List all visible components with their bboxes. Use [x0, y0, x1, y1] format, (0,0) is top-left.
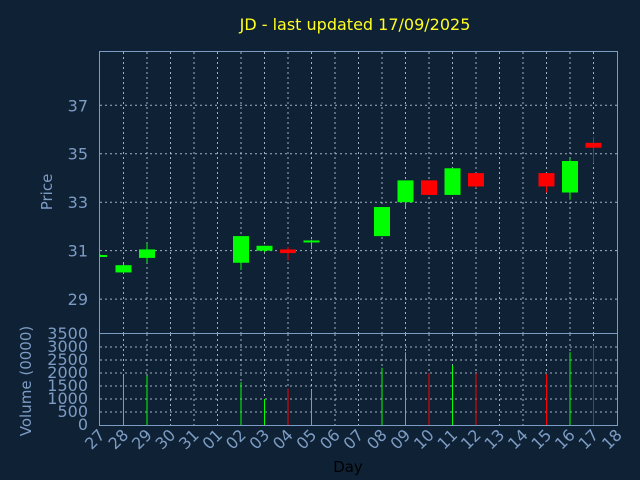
volume-grid: [100, 334, 617, 425]
price-axis-ticks: 29 31 33 35 37: [68, 96, 88, 309]
candle-body: [115, 265, 132, 273]
candle-body: [585, 142, 602, 148]
volume-tick-label: 500: [57, 402, 88, 421]
volume-panel-frame: [99, 333, 618, 426]
candles-layer: [99, 136, 602, 274]
candle-body: [280, 249, 296, 254]
candle-body: [397, 180, 414, 203]
price-tick-label: 31: [68, 242, 88, 261]
volume-bars-layer: [123, 344, 594, 425]
day-axis-label: Day: [333, 458, 363, 476]
price-tick-label: 35: [68, 145, 88, 164]
candle-body: [538, 173, 555, 187]
candle-body: [256, 245, 273, 251]
price-grid: [100, 52, 617, 333]
candle-body: [468, 173, 484, 187]
price-tick-label: 29: [68, 290, 88, 309]
candle-body: [444, 168, 461, 195]
day-tick-label: 18: [598, 425, 626, 453]
candle-body: [303, 240, 320, 243]
candle-body: [374, 207, 390, 237]
candle-body: [421, 180, 437, 195]
volume-tick-label: 0: [78, 415, 88, 434]
candle-body: [139, 249, 155, 258]
price-axis-label: Price: [38, 174, 56, 211]
volume-tick-label: 3000: [47, 337, 88, 356]
volume-tick-label: 1000: [47, 389, 88, 408]
volume-tick-label: 3500: [47, 324, 88, 343]
day-axis-ticks: 2728293031010203040506070809101112131415…: [81, 425, 626, 453]
price-tick-label: 37: [68, 96, 88, 115]
volume-tick-label: 1500: [47, 376, 88, 395]
candle-body: [233, 236, 249, 263]
volume-axis-label: Volume (0000): [17, 326, 35, 436]
volume-tick-label: 2000: [47, 363, 88, 382]
candle-body: [562, 161, 578, 193]
price-tick-label: 33: [68, 193, 88, 212]
volume-tick-label: 2500: [47, 350, 88, 369]
candle-body: [100, 254, 107, 257]
chart-title: JD - last updated 17/09/2025: [239, 15, 471, 34]
